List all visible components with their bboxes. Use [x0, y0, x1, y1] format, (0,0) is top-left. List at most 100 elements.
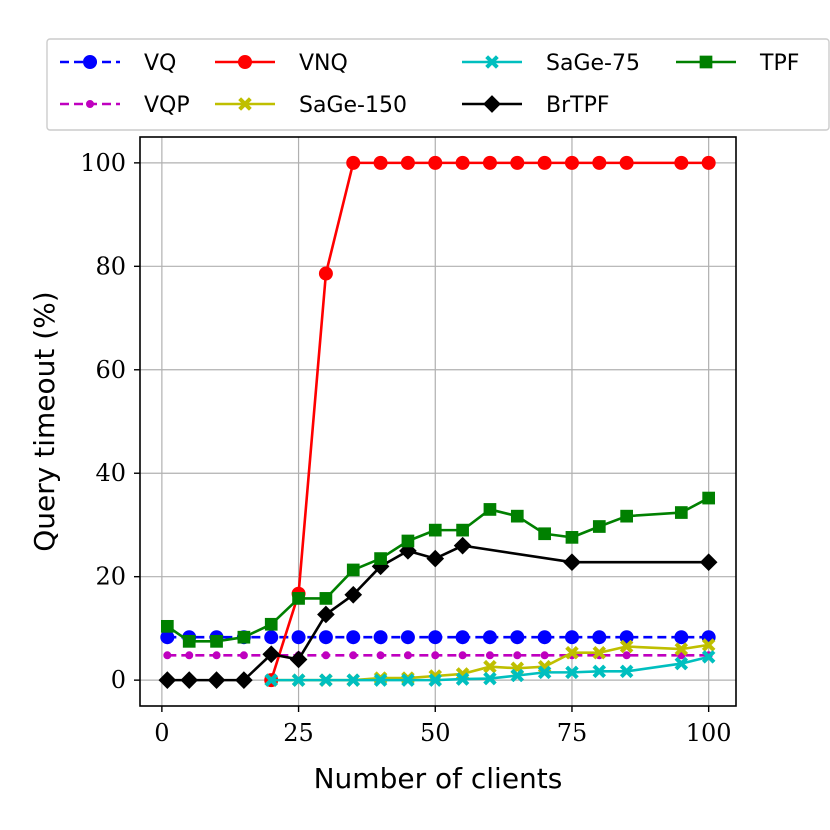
data-point-tpf [538, 527, 551, 541]
data-point-sage-75 [264, 673, 279, 687]
data-point-tpf [674, 506, 688, 519]
data-point-vq [482, 630, 497, 645]
data-point-brtpf [207, 671, 226, 689]
data-point-sage-75 [674, 656, 689, 671]
data-point-vq [346, 630, 361, 645]
data-point-vqp [349, 651, 358, 660]
data-point-vnq [482, 155, 497, 170]
data-point-sage-75 [455, 672, 470, 686]
data-point-vq [264, 630, 279, 645]
data-point-sage-75 [483, 671, 497, 686]
x-tick-label: 100 [686, 719, 732, 747]
data-point-vqp [485, 651, 494, 660]
data-point-brtpf [699, 553, 718, 572]
data-point-sage-75 [401, 673, 415, 687]
data-point-tpf [483, 503, 497, 516]
legend-label-sage-150: SaGe-150 [299, 93, 407, 118]
data-point-vq [592, 630, 607, 645]
data-point-tpf [319, 592, 333, 605]
x-tick-label: 25 [283, 719, 314, 747]
data-point-vqp [185, 651, 194, 660]
legend-item-brtpf: BrTPF [462, 93, 610, 118]
data-point-vqp [376, 651, 385, 660]
x-tick-label: 50 [420, 719, 451, 747]
y-tick-label: 20 [95, 563, 126, 591]
legend-label-tpf: TPF [759, 51, 799, 76]
legend-marker-vqp [86, 100, 94, 108]
data-point-vnq [619, 155, 634, 170]
data-point-vq [318, 630, 333, 645]
legend-item-sage-150: SaGe-150 [215, 93, 407, 118]
data-point-sage-75 [592, 664, 607, 679]
legend-item-vqp: VQP [60, 93, 190, 118]
y-tick-label: 80 [95, 252, 126, 280]
data-point-tpf [702, 491, 716, 505]
data-point-vqp [458, 651, 467, 660]
data-point-vnq [400, 155, 415, 170]
y-axis-label: Query timeout (%) [28, 291, 61, 551]
series-layer [158, 155, 718, 689]
x-tick-label: 0 [154, 719, 169, 747]
data-point-tpf [182, 634, 196, 648]
data-point-vnq [346, 155, 361, 170]
data-point-sage-75 [319, 673, 333, 687]
data-point-tpf [401, 534, 415, 548]
data-point-tpf [510, 509, 524, 523]
data-point-vqp [212, 651, 221, 660]
data-point-vqp [513, 651, 522, 660]
data-point-vnq [701, 155, 716, 170]
data-point-vqp [239, 651, 248, 660]
data-point-tpf [264, 617, 278, 631]
data-point-vnq [592, 155, 607, 170]
series-line-sage-75 [271, 655, 709, 682]
data-point-vnq [510, 155, 525, 170]
legend-label-vqp: VQP [144, 93, 190, 118]
data-point-brtpf [344, 585, 363, 604]
data-point-vq [428, 630, 443, 645]
data-point-vnq [674, 155, 689, 170]
data-point-vqp [403, 651, 412, 660]
data-point-sage-75 [537, 665, 552, 680]
data-point-tpf [374, 552, 387, 565]
data-point-vqp [431, 651, 440, 660]
data-point-sage-150 [674, 642, 689, 656]
data-point-sage-75 [619, 664, 634, 679]
data-point-sage-75 [373, 673, 388, 687]
legend-marker-vnq [238, 55, 252, 69]
legend-label-vq: VQ [144, 51, 176, 76]
data-point-tpf [160, 619, 174, 633]
data-point-brtpf [317, 605, 335, 624]
data-point-tpf [428, 523, 442, 537]
legend-marker-tpf [699, 55, 713, 69]
y-tick-label: 40 [95, 459, 126, 487]
data-point-vqp [540, 651, 549, 660]
data-point-sage-150 [565, 645, 579, 660]
data-point-vnq [537, 155, 552, 170]
series-brtpf [158, 536, 718, 689]
data-point-brtpf [180, 671, 199, 689]
data-point-tpf [592, 520, 606, 533]
y-tick-label: 60 [95, 356, 126, 384]
legend-marker-sage-150 [238, 97, 252, 111]
legend: VQ VQP VNQ SaGe-150 SaGe-75 BrTPF TPF [46, 38, 830, 131]
data-point-sage-75 [428, 673, 443, 687]
data-point-brtpf [158, 671, 177, 689]
legend-label-sage-75: SaGe-75 [546, 51, 640, 76]
data-point-vq [373, 630, 388, 645]
data-point-brtpf [289, 650, 308, 669]
y-tick-label: 100 [80, 149, 126, 177]
data-point-vq [291, 630, 306, 645]
data-point-vq [674, 630, 689, 645]
data-point-tpf [237, 630, 251, 644]
legend-marker-vq [83, 55, 97, 69]
data-point-sage-75 [701, 650, 716, 664]
data-point-sage-75 [346, 673, 361, 687]
x-tick-label: 75 [557, 719, 588, 747]
data-point-brtpf [453, 536, 472, 555]
data-point-sage-75 [291, 673, 306, 687]
data-point-vnq [318, 266, 333, 281]
series-line-vnq [269, 161, 709, 681]
series-sage-75 [264, 650, 716, 687]
